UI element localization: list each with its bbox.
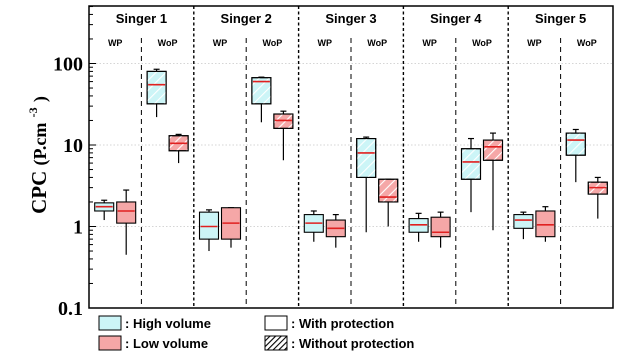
box-outline (146, 70, 167, 105)
box-hatch (251, 77, 271, 104)
singer-label: Singer 5 (535, 11, 586, 26)
box-outline (482, 139, 504, 161)
box-hatch (356, 138, 376, 178)
box-outline (251, 77, 272, 105)
box-low-wop (482, 132, 504, 231)
box-outline (378, 178, 399, 203)
condition-label: WoP (262, 38, 282, 48)
box-low-wp (325, 213, 346, 248)
y-axis-unit-close: ) (30, 96, 51, 102)
y-axis-unit: (P.cm (30, 123, 51, 166)
box-body (535, 210, 556, 238)
box-hatch (483, 140, 503, 161)
legend-label-low-volume: : Low volume (125, 336, 208, 351)
singer-label: Singer 1 (116, 11, 167, 26)
box-low-wp (430, 211, 451, 248)
box-body (198, 211, 220, 240)
box-low-wop (168, 133, 189, 164)
box-body (116, 201, 137, 224)
box-body (513, 214, 534, 229)
box-high-wop (251, 76, 272, 123)
separators (140, 6, 562, 308)
box-high-wop (146, 68, 167, 118)
box-high-wop (460, 137, 482, 213)
legend-swatch-without-protection (264, 335, 288, 351)
y-axis-title: CPC (P.cm -3 ) (18, 96, 51, 214)
box-outline (565, 132, 586, 156)
y-tick-label: 100 (53, 54, 83, 76)
boxes (94, 68, 608, 255)
y-axis: 0.1 1 10 100 (53, 6, 96, 320)
box-low-wop (273, 110, 294, 161)
box-high-wop (565, 128, 586, 183)
box-hatch (147, 71, 167, 104)
box-outline (587, 181, 608, 195)
y-axis-label: CPC (27, 171, 51, 214)
box-high-wp (198, 209, 220, 252)
box-outline (460, 148, 482, 180)
y-tick-label: 1 (73, 217, 83, 239)
box-high-wp (513, 211, 534, 240)
condition-label: WoP (367, 38, 387, 48)
condition-label: WP (527, 38, 542, 48)
condition-label: WP (422, 38, 437, 48)
box-outline (356, 137, 377, 178)
y-tick-label: 10 (63, 135, 83, 157)
singer-label: Singer 3 (325, 11, 376, 26)
group-labels: Singer 1 WP WoP Singer 2 WP WoP Singer 3 WP WoP S… (108, 11, 597, 48)
legend-swatch-low-volume (98, 335, 122, 351)
legend-swatch-high-volume (98, 315, 122, 331)
box-low-wp (220, 207, 242, 248)
y-tick-label: 0.1 (58, 298, 83, 320)
condition-label: WoP (472, 38, 492, 48)
condition-label: WP (108, 38, 123, 48)
legend-label-without-protection: : Without protection (291, 336, 414, 351)
condition-label: WoP (577, 38, 597, 48)
singer-label: Singer 2 (221, 11, 272, 26)
box-low-wp (535, 206, 556, 242)
box-low-wop (587, 176, 608, 219)
condition-label: WoP (158, 38, 178, 48)
box-high-wop (356, 136, 377, 233)
condition-label: WP (213, 38, 228, 48)
legend: : High volume : Low volume : With protec… (98, 315, 414, 351)
box-high-wp (303, 210, 324, 242)
box-high-wp (94, 199, 115, 221)
legend-swatch-with-protection (264, 315, 288, 331)
singer-label: Singer 4 (430, 11, 482, 26)
box-hatch (461, 148, 481, 180)
legend-label-high-volume: : High volume (125, 316, 211, 331)
box-low-wop (378, 178, 399, 227)
box-outline (168, 135, 189, 152)
box-hatch (566, 133, 586, 156)
legend-label-with-protection: : With protection (291, 316, 394, 331)
box-hatch (378, 179, 398, 202)
svg-text:CPC (P.cm: CPC (P.cm -3 ) (18, 96, 51, 214)
box-outline (273, 113, 294, 129)
condition-label: WP (318, 38, 333, 48)
box-low-wp (116, 189, 137, 255)
box-body (430, 216, 451, 238)
y-axis-unit-sup: -3 (26, 107, 40, 117)
box-high-wp (408, 212, 429, 242)
